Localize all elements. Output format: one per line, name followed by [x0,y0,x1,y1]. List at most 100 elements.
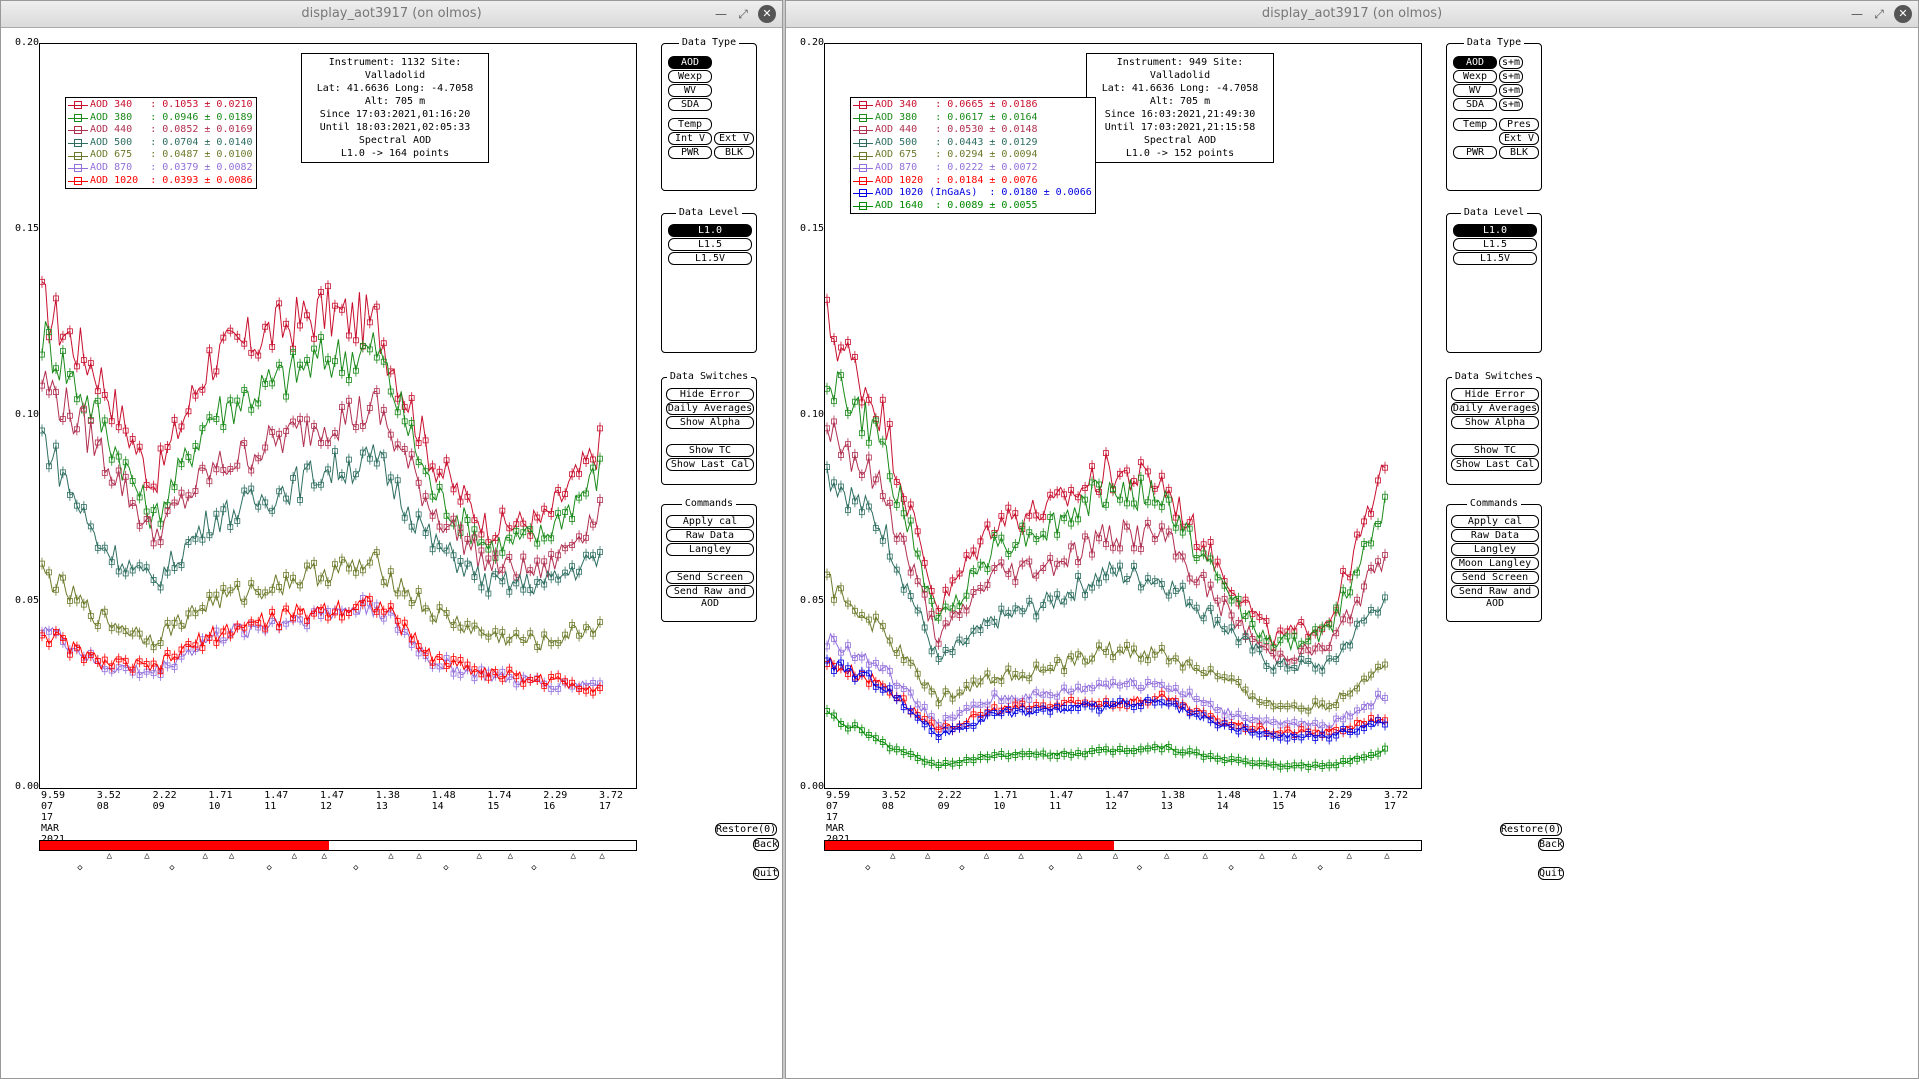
info-line4: Until 18:03:2021,02:05:33 [319,122,471,133]
time-range-bar[interactable] [39,840,637,851]
hide-error-bars-button[interactable]: Hide Error Bars [666,388,754,412]
panel-title-text: Commands [681,498,737,509]
quit-button[interactable]: Quit [753,867,779,880]
x-tick-day: 16 [543,801,556,812]
panel-title: Data Switches [662,371,756,383]
calibration-marker-icon: ◇ [443,863,449,873]
calibration-marker-icon: ◇ [959,863,965,873]
pres-button[interactable]: Pres [1499,118,1539,131]
panel-title: Data Type [662,37,756,49]
raw-data-button[interactable]: Raw Data [666,529,754,542]
blk-button[interactable]: BLK [1499,146,1539,159]
legend-symbol-icon [68,113,88,123]
plot-window-right[interactable]: display_aot3917 (on olmos) — ⤢ ✕ 0.20 0.1… [785,0,1919,1079]
int-v-button[interactable]: Int V [668,132,712,145]
apply-cal-button[interactable]: Apply cal [666,515,754,528]
time-range-bar[interactable] [824,840,1422,851]
s-m-button[interactable]: s+m [1499,70,1523,83]
blk-button[interactable]: BLK [714,146,754,159]
x-tick-value: 1.38 [375,790,400,801]
legend-text: AOD 675 : 0.0294 ± 0.0094 [875,149,1038,161]
temp-button[interactable]: Temp [1453,118,1497,131]
s-m-button[interactable]: s+m [1499,84,1523,97]
level-button-l1-0[interactable]: L1.0 [668,224,752,237]
pwr-button[interactable]: PWR [668,146,712,159]
moon-langley-button[interactable]: Moon Langley [1451,557,1539,570]
panel-data-switches: Data Switches Hide Error BarsDaily Averag… [1446,371,1542,485]
legend-box: AOD 340 : 0.0665 ± 0.0186 AOD 380 : 0.061… [850,97,1096,215]
quit-button[interactable]: Quit [1538,867,1564,880]
level-button-l1-5[interactable]: L1.5 [668,238,752,251]
close-icon[interactable]: ✕ [1894,5,1912,23]
daily-averages-button[interactable]: Daily Averages [666,402,754,415]
pwr-button[interactable]: PWR [1453,146,1497,159]
ext-v-button[interactable]: Ext V [1499,132,1539,145]
aod-button[interactable]: AOD [668,56,712,69]
send-raw-and-aod-button[interactable]: Send Raw and AOD [666,585,754,609]
series-markers [825,704,1388,773]
calibration-marker-icon: △ [1202,851,1208,861]
date-label: 2021 [41,834,65,846]
maximize-icon[interactable]: ⤢ [1874,7,1884,21]
calibration-marker-icon: ◇ [353,863,359,873]
info-line6: L1.0 -> 152 points [1125,148,1235,159]
x-tick-value: 1.38 [1160,790,1185,801]
x-tick-value: 1.47 [264,790,289,801]
raw-data-button[interactable]: Raw Data [1451,529,1539,542]
x-tick-day: 12 [320,801,333,812]
s-m-button[interactable]: s+m [1499,98,1523,111]
show-tc-button[interactable]: Show TC [1451,444,1539,457]
send-raw-and-aod-button[interactable]: Send Raw and AOD [1451,585,1539,609]
legend-entry: AOD 340 : 0.0665 ± 0.0186 [853,99,1092,112]
legend-text: AOD 340 : 0.0665 ± 0.0186 [875,99,1038,110]
ext-v-button[interactable]: Ext V [714,132,754,145]
send-screen-button[interactable]: Send Screen [1451,571,1539,584]
level-button-l1-5[interactable]: L1.5 [1453,238,1537,251]
level-button-l1-5v[interactable]: L1.5V [1453,252,1537,265]
s-m-button[interactable]: s+m [1499,56,1523,69]
show-alpha-button[interactable]: Show Alpha [666,416,754,429]
close-icon[interactable]: ✕ [758,5,776,23]
wexp-button[interactable]: Wexp [1453,70,1497,83]
minimize-icon[interactable]: — [715,7,727,21]
show-tc-button[interactable]: Show TC [666,444,754,457]
legend-entry: AOD 1020 (InGaAs) : 0.0180 ± 0.0066 [853,187,1092,200]
daily-averages-button[interactable]: Daily Averages [1451,402,1539,415]
series-markers [40,424,603,600]
sda-button[interactable]: SDA [668,98,712,111]
plot-area[interactable] [39,43,637,789]
show-last-cal-button[interactable]: Show Last Cal [1451,458,1539,471]
wv-button[interactable]: WV [668,84,712,97]
sda-button[interactable]: SDA [1453,98,1497,111]
x-tick-day: 12 [1105,801,1118,812]
langley-button[interactable]: Langley [666,543,754,556]
wexp-button[interactable]: Wexp [668,70,712,83]
level-button-l1-0[interactable]: L1.0 [1453,224,1537,237]
plot-window-left[interactable]: display_aot3917 (on olmos) — ⤢ ✕ 0.20 0.1… [0,0,783,1079]
apply-cal-button[interactable]: Apply cal [1451,515,1539,528]
plot-area[interactable] [824,43,1422,789]
langley-button[interactable]: Langley [1451,543,1539,556]
restore-button[interactable]: Restore(0) [715,823,777,836]
back-button[interactable]: Back [1538,838,1564,851]
x-tick-value: 2.22 [152,790,177,801]
send-screen-button[interactable]: Send Screen [666,571,754,584]
maximize-icon[interactable]: ⤢ [738,7,748,21]
legend-symbol-icon [853,151,873,161]
back-button[interactable]: Back [753,838,779,851]
show-alpha-button[interactable]: Show Alpha [1451,416,1539,429]
legend-text: AOD 870 : 0.0222 ± 0.0072 [875,161,1038,173]
minimize-icon[interactable]: — [1851,7,1863,21]
legend-symbol-icon [68,176,88,186]
aod-button[interactable]: AOD [1453,56,1497,69]
wv-button[interactable]: WV [1453,84,1497,97]
window-titlebar[interactable]: display_aot3917 (on olmos) [786,1,1918,28]
x-tick-value: 3.52 [881,790,906,801]
temp-button[interactable]: Temp [668,118,712,131]
window-titlebar[interactable]: display_aot3917 (on olmos) [1,1,782,28]
hide-error-bars-button[interactable]: Hide Error Bars [1451,388,1539,412]
show-last-cal-button[interactable]: Show Last Cal [666,458,754,471]
level-button-l1-5v[interactable]: L1.5V [668,252,752,265]
restore-button[interactable]: Restore(0) [1500,823,1562,836]
y-tick-label: 0.15 [800,223,825,234]
